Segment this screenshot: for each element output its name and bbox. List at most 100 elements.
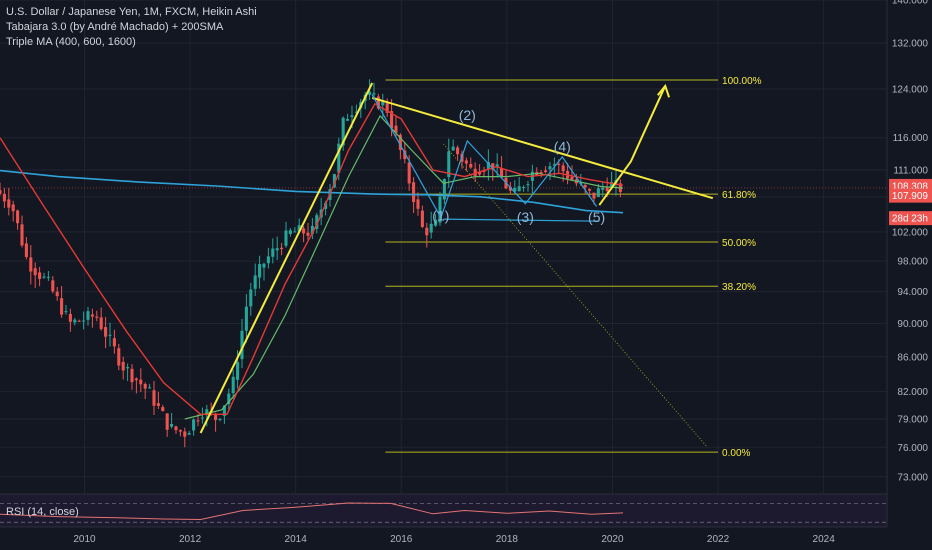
rsi-background xyxy=(0,494,887,527)
wave-path xyxy=(371,94,598,220)
candle-body xyxy=(293,231,297,233)
y-tick-label: 79.000 xyxy=(897,414,928,425)
candle-body xyxy=(60,298,64,315)
candle-body xyxy=(266,256,270,264)
candle-body xyxy=(288,230,292,235)
candle-body xyxy=(451,146,455,151)
candle-body xyxy=(236,361,240,380)
wave-label: (5) xyxy=(588,209,605,225)
x-tick-label: 2014 xyxy=(285,534,308,545)
candle-body xyxy=(231,376,235,394)
wave-label: (3) xyxy=(517,209,534,225)
candle-body xyxy=(548,166,552,170)
candle-body xyxy=(51,280,55,292)
x-tick-label: 2012 xyxy=(179,534,202,545)
candle-body xyxy=(121,361,125,371)
candle-body xyxy=(90,314,94,317)
wave-label: (1) xyxy=(432,207,449,223)
candle-body xyxy=(482,170,486,172)
rsi-pane xyxy=(0,493,887,527)
candle-body xyxy=(526,184,530,186)
indicator-triple-ma[interactable]: Triple MA (400, 600, 1600) xyxy=(6,36,136,48)
fib-level-label: 0.00% xyxy=(722,448,750,459)
candle-body xyxy=(183,431,187,437)
y-tick-label: 98.000 xyxy=(897,257,928,268)
chart-legend: U.S. Dollar / Japanese Yen, 1M, FXCM, He… xyxy=(6,5,257,50)
candle-body xyxy=(544,170,548,173)
ma-green-line xyxy=(184,114,624,420)
candle-body xyxy=(394,125,398,133)
candle-body xyxy=(416,199,420,209)
candle-body xyxy=(478,172,482,175)
y-tick-label: 94.000 xyxy=(897,287,928,298)
candle-body xyxy=(306,232,310,236)
candle-body xyxy=(16,210,20,224)
indicator-tabajara[interactable]: Tabajara 3.0 (by André Machado) + 200SMA xyxy=(6,21,224,33)
candle-body xyxy=(82,320,86,322)
candle-body xyxy=(7,199,11,208)
candle-body xyxy=(350,115,354,117)
y-tick-label: 124.000 xyxy=(892,84,929,95)
candle-body xyxy=(297,225,301,232)
rsi-label[interactable]: RSI (14, close) xyxy=(6,506,79,518)
y-tick-label: 73.000 xyxy=(897,472,928,483)
candle-body xyxy=(385,103,389,113)
fib-retracement: 100.00% 61.80% 50.00% 38.20% 0.00% xyxy=(385,76,762,459)
candle-body xyxy=(205,409,209,414)
candle-body xyxy=(20,224,24,246)
candle-body xyxy=(539,172,543,174)
candle-body xyxy=(605,187,609,192)
candle-body xyxy=(610,181,614,188)
candle-body xyxy=(117,348,121,366)
target-arrow-head xyxy=(656,83,671,98)
candle-body xyxy=(178,430,182,432)
candle-body xyxy=(222,405,226,416)
x-tick-label: 2018 xyxy=(496,534,519,545)
candle-body xyxy=(508,186,512,191)
candle-body xyxy=(112,338,116,347)
candle-body xyxy=(29,257,33,272)
candle-body xyxy=(412,182,416,203)
candle-body xyxy=(2,193,6,202)
x-tick-label: 2016 xyxy=(390,534,413,545)
x-tick-label: 2020 xyxy=(601,534,624,545)
fib-level-label: 61.80% xyxy=(722,190,756,201)
candle-body xyxy=(227,393,231,405)
candle-body xyxy=(174,426,178,431)
candle-body xyxy=(139,379,143,385)
candle-body xyxy=(258,264,262,278)
candle-body xyxy=(601,187,605,190)
candle-body xyxy=(200,417,204,419)
candle-body xyxy=(420,210,424,227)
candle-body xyxy=(38,272,42,279)
candle-body xyxy=(583,184,587,188)
candle-body xyxy=(332,174,336,188)
wave-label: (4) xyxy=(554,139,571,155)
candle-body xyxy=(161,407,165,412)
y-tick-label: 82.000 xyxy=(897,387,928,398)
candle-body xyxy=(77,320,81,322)
x-tick-label: 2024 xyxy=(813,534,836,545)
candle-body xyxy=(218,418,222,420)
candle-body xyxy=(425,227,429,236)
candle-body xyxy=(407,162,411,184)
candle-body xyxy=(130,368,134,383)
y-tick-label: 132.000 xyxy=(892,39,929,50)
candle-body xyxy=(104,327,108,337)
candle-body xyxy=(302,228,306,234)
candle-body xyxy=(46,276,50,278)
y-tick-label: 90.000 xyxy=(897,319,928,330)
y-tick-label: 86.000 xyxy=(897,352,928,363)
candle-body xyxy=(11,204,15,212)
candle-body xyxy=(381,101,385,106)
candle-body xyxy=(253,275,257,289)
chart-title: U.S. Dollar / Japanese Yen, 1M, FXCM, He… xyxy=(6,6,257,18)
candle-body xyxy=(354,111,358,113)
support-line xyxy=(443,218,600,222)
candle-body xyxy=(588,189,592,191)
candle-body xyxy=(486,161,490,169)
candle-body xyxy=(214,413,218,420)
y-tick-label: 140.000 xyxy=(892,0,929,7)
